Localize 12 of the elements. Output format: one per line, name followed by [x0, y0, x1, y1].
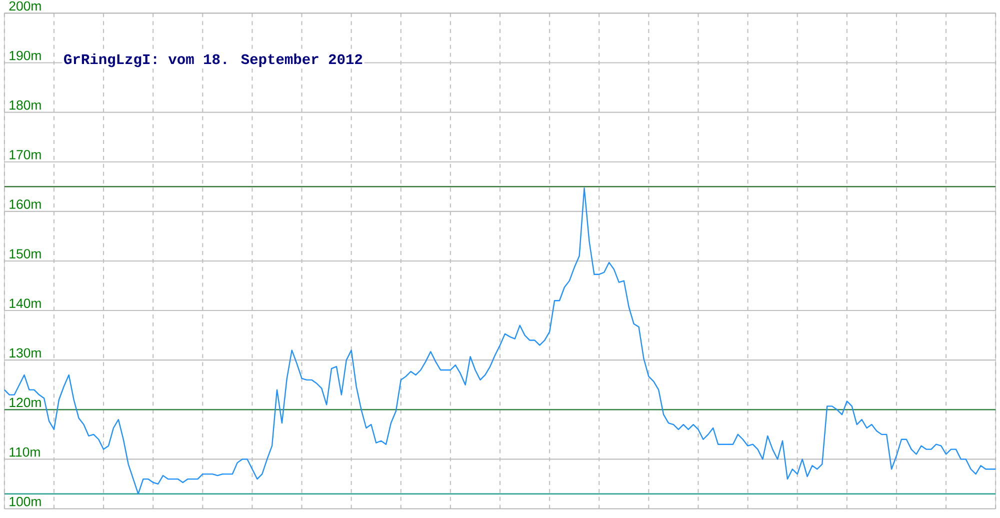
y-tick-label: 120m — [10, 398, 41, 408]
text: GrRingLzgI: vom 18. September 2012 — [64, 54, 362, 68]
y-tick-label: 110m — [10, 447, 40, 457]
y-tick-label: 200m — [9, 1, 41, 11]
y-tick-label: 150m — [10, 249, 41, 259]
y-tick-label: 100m — [10, 496, 41, 506]
y-tick-label: 180m — [10, 100, 41, 110]
y-tick-label: 140m — [10, 298, 41, 308]
y-tick-label: 190m — [10, 50, 41, 60]
y-tick-label: 170m — [10, 150, 41, 160]
y-tick-label: 130m — [10, 348, 41, 358]
y-tick-label: 160m — [10, 200, 41, 209]
